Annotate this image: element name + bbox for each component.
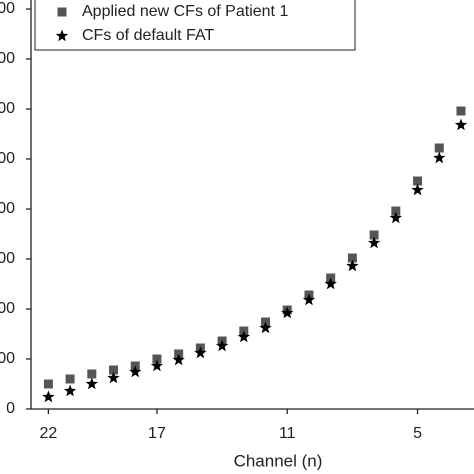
point (324, 277, 337, 290)
point (413, 176, 423, 186)
point (237, 330, 250, 343)
x-tick-label: 17 (148, 425, 166, 442)
y-tick-label: 3000 (0, 250, 15, 267)
x-axis-label: Channel (n) (234, 451, 323, 470)
legend-box (34, 0, 356, 51)
point (42, 390, 55, 403)
point (367, 236, 381, 249)
point (152, 354, 162, 364)
point (63, 384, 77, 397)
legend-marker (57, 7, 67, 17)
point (389, 211, 402, 224)
point (129, 365, 142, 378)
point (433, 151, 446, 164)
y-tick-label: 5000 (0, 150, 15, 167)
y-tick-label: 0 (6, 400, 15, 417)
point (411, 183, 424, 196)
point (456, 106, 466, 116)
point (369, 230, 379, 240)
y-tick-label: 1000 (0, 350, 15, 367)
point (194, 346, 207, 359)
point (109, 365, 119, 375)
point (65, 374, 75, 384)
x-tick-label: 5 (413, 425, 422, 442)
y-tick-label: 8000 (0, 0, 15, 17)
point (150, 359, 164, 372)
x-tick-label: 22 (39, 425, 57, 442)
y-tick-label: 7000 (0, 50, 15, 67)
y-tick-label: 4000 (0, 200, 15, 217)
point (215, 339, 229, 352)
legend-label: CFs of default FAT (82, 27, 214, 44)
legend-label: Applied new CFs of Patient 1 (82, 3, 288, 20)
point (347, 253, 357, 263)
y-tick-label: 6000 (0, 100, 15, 117)
point (454, 118, 468, 131)
point (107, 371, 120, 384)
y-tick-label: 2000 (0, 300, 15, 317)
point (391, 206, 401, 216)
point (302, 293, 316, 306)
point (259, 321, 272, 334)
point (172, 353, 185, 366)
point (85, 377, 98, 390)
x-tick-label: 11 (279, 425, 296, 442)
legend-marker (55, 29, 69, 42)
point (434, 143, 444, 153)
point (43, 379, 53, 389)
point (87, 369, 97, 379)
point (346, 259, 359, 272)
point (281, 306, 294, 319)
